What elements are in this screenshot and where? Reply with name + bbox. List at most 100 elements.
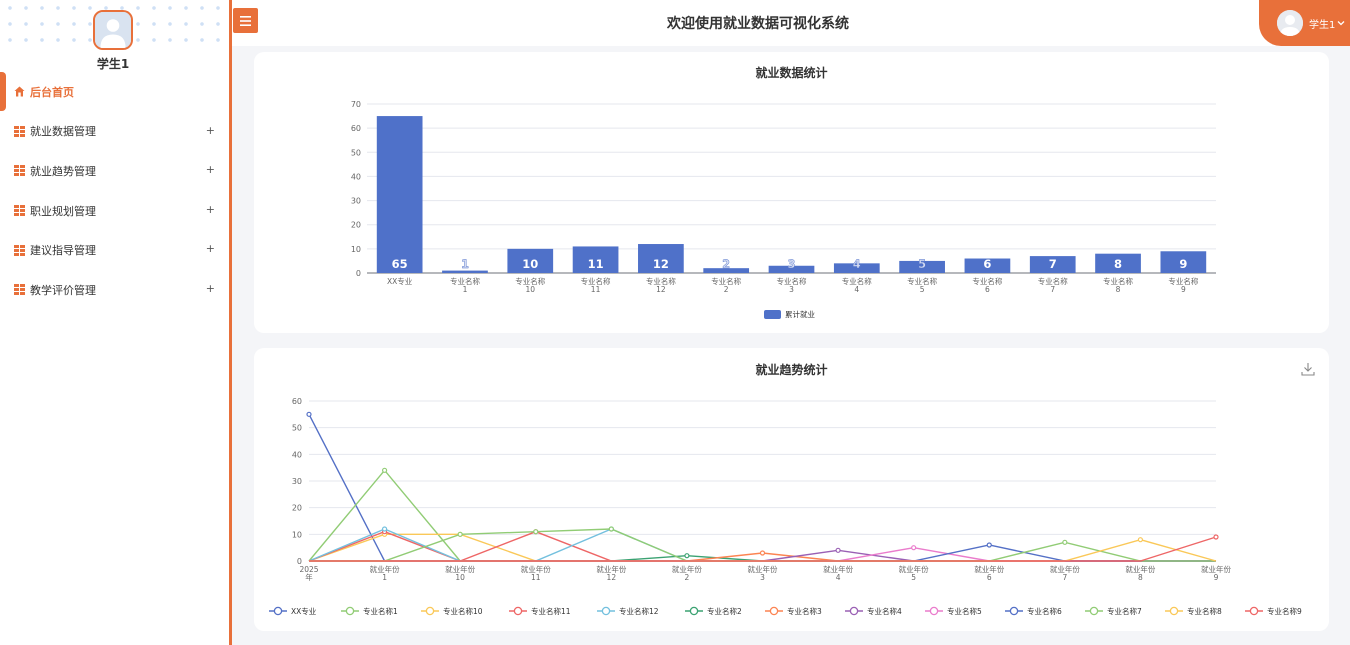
home-icon (14, 86, 25, 97)
y-tick-label: 50 (351, 148, 361, 157)
x-tick-label: 3 (760, 573, 765, 582)
x-tick-label: 9 (1181, 285, 1186, 294)
x-tick-label: 专业名称 (907, 276, 937, 286)
line-chart: 01020304050602025年就业年份1就业年份10就业年份11就业年份1… (269, 397, 1302, 616)
legend-label: 专业名称1 (363, 606, 398, 616)
legend-label: 专业名称11 (531, 606, 571, 616)
bar-value-label: 1 (461, 257, 469, 271)
bar-value-label: 5 (918, 257, 926, 271)
legend-swatch (764, 310, 781, 319)
x-tick-label: 专业名称 (842, 276, 872, 286)
y-tick-label: 0 (297, 557, 302, 566)
data-point (986, 542, 992, 548)
bar (507, 248, 554, 273)
x-tick-label: 11 (591, 285, 601, 294)
series-path (309, 536, 1217, 562)
sidebar-item-0[interactable]: 后台首页 (0, 72, 229, 112)
x-tick-label: 10 (525, 285, 535, 294)
grid-icon (14, 244, 25, 256)
data-point (1062, 539, 1068, 545)
expand-icon[interactable]: + (205, 202, 215, 216)
legend-item: 专业名称6 (1005, 606, 1062, 616)
y-tick-label: 50 (292, 424, 302, 433)
avatar[interactable] (93, 10, 133, 50)
legend-item: 专业名称5 (925, 606, 982, 616)
x-tick-label: 就业年份 (748, 564, 778, 574)
x-tick-label: 专业名称 (1103, 276, 1133, 286)
x-tick-label: 专业名称 (581, 276, 611, 286)
sidebar-item-1[interactable]: 就业数据管理 + (0, 112, 229, 152)
sidebar-item-4[interactable]: 建议指导管理 + (0, 230, 229, 270)
bar-chart: 01020304050607065XX专业1专业名称110专业名称1011专业名… (351, 100, 1216, 319)
x-tick-label: 年 (305, 572, 313, 582)
sidebar-item-label: 建议指导管理 (30, 244, 96, 258)
grid-icon (14, 284, 25, 296)
x-tick-label: 2 (724, 285, 729, 294)
data-point (684, 553, 690, 559)
x-tick-label: 就业年份 (1125, 564, 1155, 574)
legend-item: 专业名称8 (1165, 606, 1222, 616)
menu-toggle-button[interactable] (233, 8, 258, 33)
sidebar-item-label: 教学评价管理 (30, 283, 96, 297)
bar (964, 258, 1011, 273)
x-tick-label: 1 (382, 573, 387, 582)
bar (442, 270, 488, 273)
legend: XX专业 专业名称1 专业名称10 专业名称11 专业名称12 专业名称2 专业名称3 专业名… (269, 606, 1302, 616)
expand-icon[interactable]: + (205, 281, 215, 295)
sidebar-item-5[interactable]: 教学评价管理 + (0, 270, 229, 310)
x-tick-label: 5 (920, 285, 925, 294)
sidebar-item-label: 就业趋势管理 (30, 164, 96, 178)
x-tick-label: 8 (1138, 573, 1143, 582)
y-tick-label: 30 (292, 477, 302, 486)
legend-label: 专业名称10 (443, 606, 483, 616)
bar (1029, 256, 1076, 273)
legend-label: 专业名称5 (947, 606, 982, 616)
expand-icon[interactable]: + (205, 163, 215, 177)
employment-stats-card: 就业数据统计 0 10 20 30 40 50 60 70 65 XX专业 1 专业名称 1 10 专业名称… (254, 52, 1329, 333)
data-point (381, 467, 388, 473)
bar-value-label: 65 (392, 257, 408, 271)
expand-icon[interactable]: + (205, 123, 215, 137)
x-tick-label: 就业年份 (1050, 564, 1080, 574)
user-avatar-icon (1277, 10, 1303, 36)
data-point (306, 411, 312, 417)
x-tick-label: 就业年份 (596, 564, 626, 574)
user-menu-button[interactable]: 学生1 (1259, 0, 1350, 46)
sidebar: 学生1 后台首页 就业数据管理 + 就业趋势管理 + 职业规划管理 + 建议指导管理 + 教学评价… (0, 0, 229, 645)
y-tick-label: 0 (356, 269, 361, 278)
bar (899, 260, 945, 273)
top-header (232, 0, 1350, 46)
series-line (306, 411, 1216, 562)
x-tick-label: 3 (789, 285, 794, 294)
x-tick-label: 专业名称 (450, 276, 480, 286)
series-path (308, 469, 1216, 562)
data-point (533, 529, 539, 535)
bar-value-label: 3 (787, 257, 795, 271)
expand-icon[interactable]: + (205, 242, 215, 256)
x-tick-label: 就业年份 (974, 564, 1004, 574)
x-tick-label: 11 (531, 573, 541, 582)
data-point (759, 550, 766, 556)
x-tick-label: 就业年份 (672, 564, 702, 574)
data-point (911, 545, 917, 551)
sidebar-item-2[interactable]: 就业趋势管理 + (0, 151, 229, 191)
download-icon[interactable] (1301, 362, 1315, 376)
data-point (1137, 537, 1144, 543)
series-line (309, 526, 1216, 562)
legend-item: 专业名称12 (597, 606, 659, 616)
bar-chart-title: 就业数据统计 (755, 66, 828, 80)
legend-item: 专业名称9 (1245, 606, 1302, 616)
legend-item: 专业名称11 (509, 606, 571, 616)
data-point (1213, 534, 1219, 540)
y-tick-label: 10 (292, 530, 302, 539)
y-tick-label: 30 (351, 197, 361, 206)
sidebar-item-3[interactable]: 职业规划管理 + (0, 191, 229, 231)
bar (768, 265, 815, 273)
x-tick-label: 6 (987, 573, 992, 582)
sidebar-menu: 后台首页 就业数据管理 + 就业趋势管理 + 职业规划管理 + 建议指导管理 + 教学评价管理 + (0, 72, 229, 310)
x-tick-label: 就业年份 (1201, 564, 1231, 574)
hamburger-icon (240, 15, 251, 26)
sidebar-border (229, 0, 232, 645)
bar-value-label: 12 (653, 257, 669, 271)
x-tick-label: 就业年份 (823, 564, 853, 574)
